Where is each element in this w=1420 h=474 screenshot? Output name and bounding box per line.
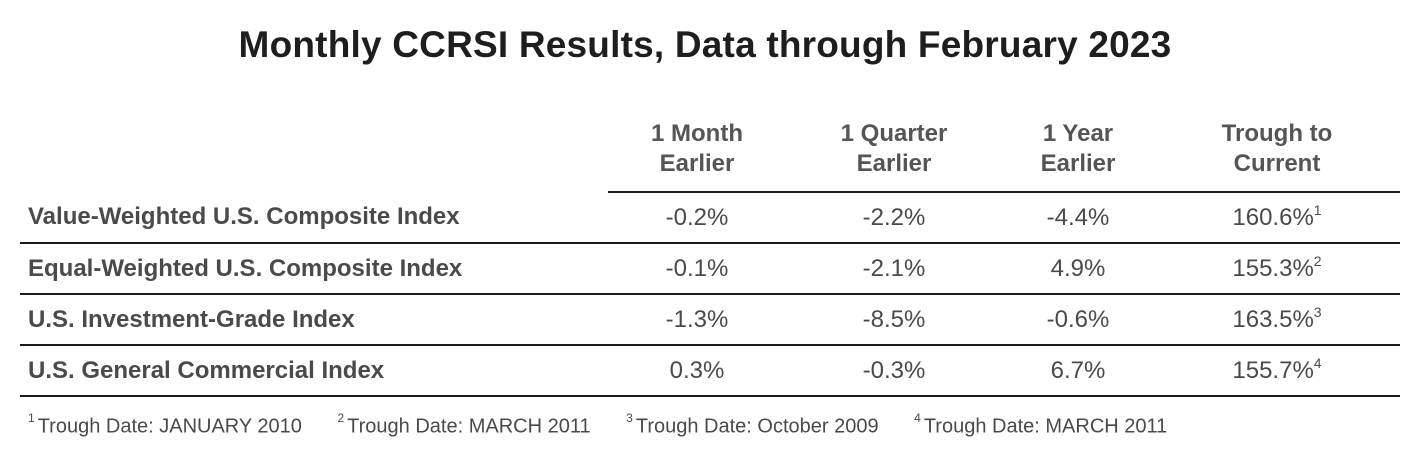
header-line: Earlier xyxy=(659,150,735,177)
footnote-mark: 4 xyxy=(914,411,921,425)
header-row: 1 Month Earlier 1 Quarter Earlier 1 Year… xyxy=(20,115,1400,193)
header-1-month-earlier: 1 Month Earlier xyxy=(608,115,786,193)
row-label: Equal-Weighted U.S. Composite Index xyxy=(20,243,608,295)
table-row: U.S. General Commercial Index 0.3% -0.3%… xyxy=(20,345,1400,397)
footnote-text: Trough Date: MARCH 2011 xyxy=(347,415,591,438)
row-label: U.S. Investment-Grade Index xyxy=(20,294,608,346)
results-table: 1 Month Earlier 1 Quarter Earlier 1 Year… xyxy=(20,115,1400,397)
header-line: Current xyxy=(1233,150,1321,177)
footnote-mark: 2 xyxy=(337,411,345,425)
header-line: 1 Quarter xyxy=(840,120,948,147)
footnote-marker: 3 xyxy=(1313,303,1322,320)
trough-value: 155.3% xyxy=(1232,254,1314,282)
table-row: Equal-Weighted U.S. Composite Index -0.1… xyxy=(20,243,1400,295)
footnote-marker: 2 xyxy=(1313,252,1322,269)
cell-1-year: 4.9% xyxy=(1002,243,1154,295)
footnote-mark: 3 xyxy=(626,411,633,425)
cell-1-year: -4.4% xyxy=(1002,192,1154,244)
footnote-item: 4 Trough Date: MARCH 2011 xyxy=(914,411,1168,439)
table-row: U.S. Investment-Grade Index -1.3% -8.5% … xyxy=(20,294,1400,346)
cell-trough-to-current: 155.3%2 xyxy=(1154,243,1400,295)
cell-1-month: -0.1% xyxy=(608,243,786,295)
cell-1-month: -1.3% xyxy=(608,294,786,346)
header-trough-to-current: Trough to Current xyxy=(1154,115,1400,193)
cell-trough-to-current: 163.5%3 xyxy=(1154,294,1400,346)
footnote-marker: 1 xyxy=(1313,201,1322,218)
footnote-text: Trough Date: JANUARY 2010 xyxy=(37,415,302,438)
cell-trough-to-current: 160.6%1 xyxy=(1154,192,1400,244)
footnote-marker: 4 xyxy=(1313,354,1322,371)
cell-1-month: -0.2% xyxy=(608,192,786,244)
footnote-mark: 1 xyxy=(28,411,35,425)
footnote-text: Trough Date: October 2009 xyxy=(635,415,879,438)
trough-value: 155.7% xyxy=(1232,356,1314,384)
header-line: Earlier xyxy=(1040,150,1116,177)
footnote-item: 1 Trough Date: JANUARY 2010 xyxy=(28,411,302,439)
header-line: 1 Month xyxy=(651,120,743,147)
header-line: Trough to xyxy=(1221,120,1333,147)
cell-1-quarter: -0.3% xyxy=(786,345,1002,397)
table-row: Value-Weighted U.S. Composite Index -0.2… xyxy=(20,192,1400,244)
cell-1-month: 0.3% xyxy=(608,345,786,397)
header-line: 1 Year xyxy=(1042,120,1114,147)
cell-1-year: 6.7% xyxy=(1002,345,1154,397)
footnotes: 1 Trough Date: JANUARY 2010 2 Trough Date:… xyxy=(28,411,1197,439)
cell-1-quarter: -8.5% xyxy=(786,294,1002,346)
trough-value: 160.6% xyxy=(1232,203,1314,231)
cell-1-quarter: -2.1% xyxy=(786,243,1002,295)
cell-trough-to-current: 155.7%4 xyxy=(1154,345,1400,397)
trough-value: 163.5% xyxy=(1232,305,1314,333)
page-title: Monthly CCRSI Results, Data through Febr… xyxy=(238,24,1172,65)
footnote-item: 3 Trough Date: October 2009 xyxy=(626,411,879,439)
cell-1-quarter: -2.2% xyxy=(786,192,1002,244)
header-line: Earlier xyxy=(856,150,932,177)
cell-1-year: -0.6% xyxy=(1002,294,1154,346)
header-1-quarter-earlier: 1 Quarter Earlier xyxy=(786,115,1002,193)
header-blank xyxy=(20,115,608,192)
footnote-text: Trough Date: MARCH 2011 xyxy=(923,415,1168,438)
row-label: Value-Weighted U.S. Composite Index xyxy=(20,192,608,244)
footnote-item: 2 Trough Date: MARCH 2011 xyxy=(337,411,591,439)
header-1-year-earlier: 1 Year Earlier xyxy=(1002,115,1154,193)
row-label: U.S. General Commercial Index xyxy=(20,345,608,397)
